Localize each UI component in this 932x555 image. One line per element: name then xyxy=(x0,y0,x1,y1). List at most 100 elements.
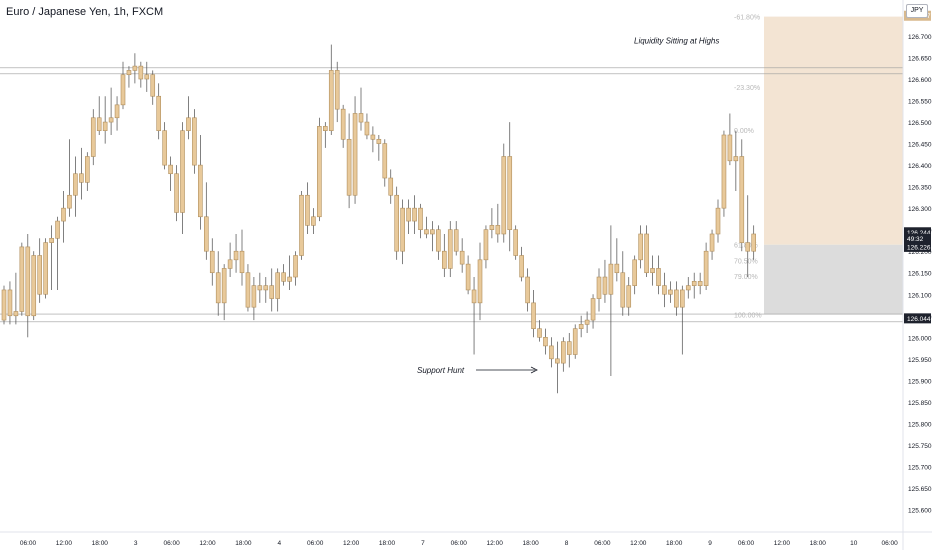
fib-level-label: 100.00% xyxy=(734,312,762,319)
candle-body xyxy=(543,336,548,347)
candle-body xyxy=(233,250,239,261)
x-tick-label: 18:00 xyxy=(666,540,683,547)
candle-body xyxy=(215,272,221,304)
candle-body xyxy=(346,138,352,196)
price-badge xyxy=(904,227,931,238)
candle-body xyxy=(489,225,495,230)
candle-body xyxy=(745,242,751,252)
price-badge-label: 126.044 xyxy=(907,316,931,323)
candle-body xyxy=(430,229,435,235)
candle-body xyxy=(566,341,572,355)
x-tick-label: 3 xyxy=(134,540,138,547)
candle-body xyxy=(555,358,560,364)
candle-body xyxy=(376,138,382,144)
price-badge xyxy=(904,241,931,252)
candle-body xyxy=(733,156,739,162)
y-tick-label: 125.950 xyxy=(908,357,932,364)
candle-body xyxy=(364,121,370,136)
candle-body xyxy=(453,229,459,252)
price-badge-label: 49:32 xyxy=(907,236,924,243)
y-tick-label: 126.650 xyxy=(908,56,932,63)
fib-level-label: 70.50% xyxy=(734,259,758,266)
candle-body xyxy=(650,268,655,274)
currency-badge[interactable]: JPY xyxy=(906,4,928,18)
x-tick-label: 18:00 xyxy=(235,540,252,547)
candle-body xyxy=(584,319,590,325)
candle-body xyxy=(572,328,578,355)
candle-body xyxy=(43,242,48,295)
candle-body xyxy=(697,281,703,286)
candle-body xyxy=(638,233,643,261)
x-tick-label: 12:00 xyxy=(343,540,360,547)
candle-body xyxy=(406,207,411,222)
candle-body xyxy=(19,246,25,312)
x-tick-label: 06:00 xyxy=(20,540,37,547)
candle-body xyxy=(400,207,405,252)
candle-body xyxy=(358,113,364,123)
candle-body xyxy=(251,285,257,308)
candle-body xyxy=(257,285,263,291)
candle-body xyxy=(632,259,638,286)
y-tick-label: 126.200 xyxy=(908,249,932,256)
candle-body xyxy=(120,74,126,106)
candle-body xyxy=(263,285,269,291)
candle-body xyxy=(239,250,245,274)
candle-body xyxy=(459,250,465,265)
y-tick-label: 126.550 xyxy=(908,99,932,106)
candle-body xyxy=(299,194,304,256)
candle-body xyxy=(495,225,501,235)
x-tick-label: 4 xyxy=(277,540,281,547)
annotation-liquidity: Liquidity Sitting at Highs xyxy=(634,37,719,46)
candle-body xyxy=(275,272,281,299)
y-tick-label: 125.900 xyxy=(908,378,932,385)
x-tick-label: 12:00 xyxy=(199,540,216,547)
candle-body xyxy=(13,311,19,317)
candle-body xyxy=(245,272,251,308)
candle-body xyxy=(221,268,227,304)
candle-body xyxy=(334,70,340,110)
candle-body xyxy=(31,255,37,317)
y-tick-label: 125.700 xyxy=(908,464,932,471)
candle-body xyxy=(721,134,727,209)
x-tick-label: 18:00 xyxy=(379,540,396,547)
candle-body xyxy=(620,272,626,308)
x-tick-label: 10 xyxy=(850,540,858,547)
candle-body xyxy=(25,246,31,317)
price-badge-label: 126.226 xyxy=(907,244,931,251)
candle-body xyxy=(614,263,620,274)
candle-body xyxy=(483,229,489,261)
y-tick-label: 126.500 xyxy=(908,120,932,127)
candle-body xyxy=(168,164,173,175)
candle-body xyxy=(180,130,185,213)
x-tick-label: 06:00 xyxy=(451,540,468,547)
y-tick-label: 125.750 xyxy=(908,443,932,450)
y-tick-label: 126.000 xyxy=(908,335,932,342)
fib-level-label: -61.80% xyxy=(734,15,760,22)
y-tick-label: 125.600 xyxy=(908,507,932,514)
candle-body xyxy=(186,117,191,131)
x-tick-label: 12:00 xyxy=(630,540,647,547)
fib-zone-upper xyxy=(764,16,903,245)
candle-body xyxy=(685,285,691,291)
candle-body xyxy=(162,130,167,166)
candle-body xyxy=(447,229,453,269)
x-tick-label: 06:00 xyxy=(163,540,180,547)
candle-body xyxy=(156,95,161,131)
y-tick-label: 126.100 xyxy=(908,292,932,299)
candle-body xyxy=(132,65,138,71)
candle-body xyxy=(90,117,96,157)
x-tick-label: 8 xyxy=(565,540,569,547)
y-tick-label: 126.700 xyxy=(908,34,932,41)
candle-body xyxy=(370,134,376,140)
candle-body xyxy=(269,285,275,299)
y-tick-label: 126.450 xyxy=(908,142,932,149)
candle-body xyxy=(537,328,542,338)
candle-body xyxy=(322,126,328,131)
candle-body xyxy=(209,250,215,274)
candle-body xyxy=(281,272,286,282)
candle-body xyxy=(441,250,447,269)
candle-body xyxy=(656,268,661,286)
candle-body xyxy=(61,207,66,222)
y-tick-label: 125.800 xyxy=(908,421,932,428)
candle-body xyxy=(596,276,602,299)
